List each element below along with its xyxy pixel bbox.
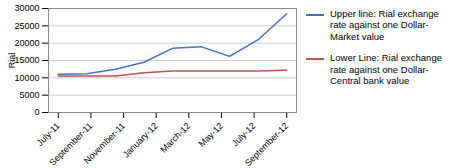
svg-text:November-11: November-11 — [82, 121, 127, 166]
svg-text:July-12: July-12 — [230, 121, 258, 149]
html-text:Lower Line: Rial exchange rate: Lower Line: Rial exchange rate against o… — [330, 52, 442, 86]
svg-text:10000: 10000 — [14, 73, 39, 83]
svg-text:25000: 25000 — [14, 21, 39, 31]
svg-text:January-12: January-12 — [121, 121, 160, 160]
svg-text:15000: 15000 — [14, 55, 39, 65]
svg-text:0: 0 — [34, 107, 39, 117]
svg-text:Rial: Rial — [7, 53, 17, 69]
svg-text:30000: 30000 — [14, 3, 39, 13]
svg-text:March-12: March-12 — [158, 121, 192, 155]
html-text:Upper line: Rial exchange rate: Upper line: Rial exchange rate against o… — [330, 8, 439, 42]
svg-text:September-12: September-12 — [243, 121, 290, 168]
svg-text:5000: 5000 — [19, 90, 39, 100]
svg-text:September-11: September-11 — [47, 120, 95, 168]
svg-text:July-11: July-11 — [35, 121, 62, 148]
svg-text:20000: 20000 — [14, 38, 39, 48]
svg-text:May-12: May-12 — [197, 121, 225, 149]
